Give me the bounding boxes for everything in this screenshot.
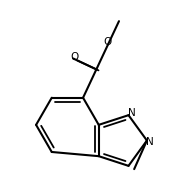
Text: N: N — [128, 108, 135, 118]
Text: O: O — [103, 37, 111, 47]
Text: N: N — [146, 137, 154, 147]
Text: O: O — [71, 52, 79, 62]
